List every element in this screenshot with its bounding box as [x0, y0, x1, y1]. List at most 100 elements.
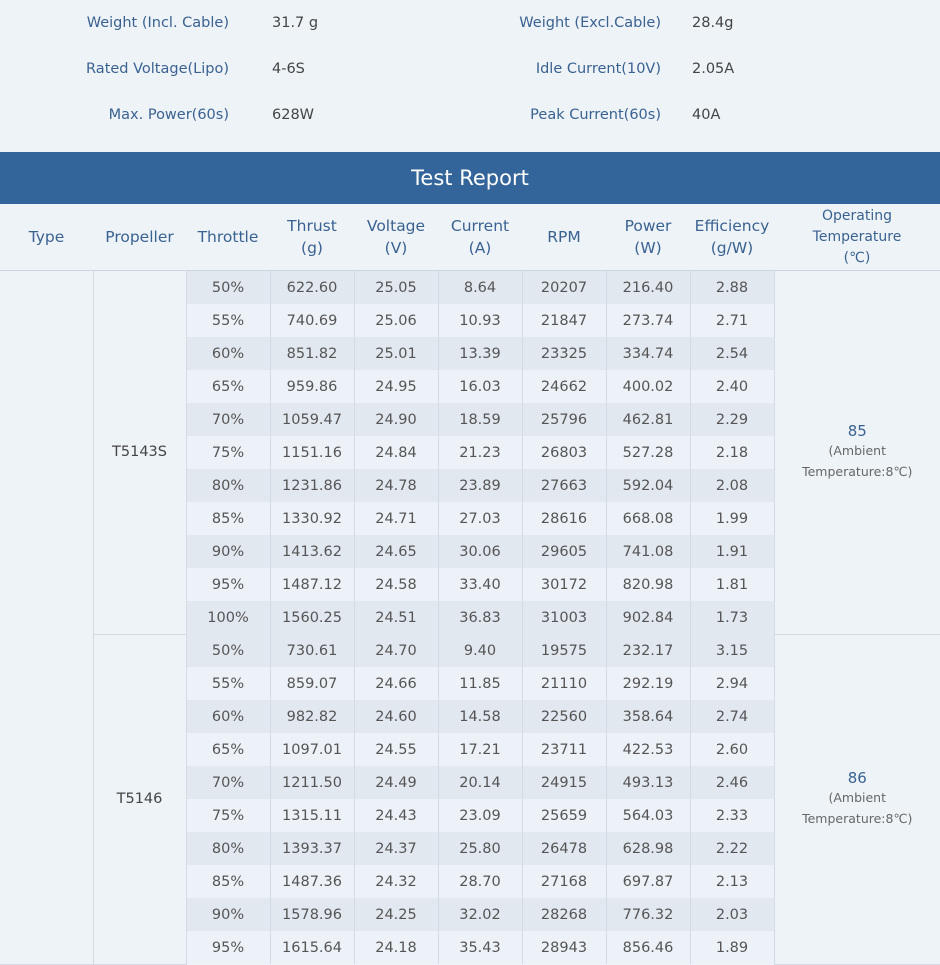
data-cell: 622.60	[270, 271, 354, 305]
data-cell: 25.06	[354, 304, 438, 337]
specs-section: Weight (Incl. Cable) 31.7 g Weight (Excl…	[0, 0, 940, 152]
data-cell: 11.85	[438, 667, 522, 700]
data-cell: 26478	[522, 832, 606, 865]
data-cell: 21.23	[438, 436, 522, 469]
data-cell: 776.32	[606, 898, 690, 931]
data-cell: 358.64	[606, 700, 690, 733]
data-cell: 18.59	[438, 403, 522, 436]
data-cell: 2.18	[690, 436, 774, 469]
data-cell: 16.03	[438, 370, 522, 403]
data-cell: 400.02	[606, 370, 690, 403]
data-cell: 50%	[186, 271, 270, 305]
header-text: Current	[451, 217, 509, 235]
data-cell: 2.29	[690, 403, 774, 436]
data-cell: 65%	[186, 370, 270, 403]
data-cell: 80%	[186, 832, 270, 865]
data-cell: 902.84	[606, 601, 690, 634]
data-cell: 60%	[186, 700, 270, 733]
spec-label: Weight (Incl. Cable)	[87, 15, 229, 31]
data-cell: 2.40	[690, 370, 774, 403]
header-text: Temperature	[813, 229, 902, 245]
data-cell: 17.21	[438, 733, 522, 766]
data-cell: 1315.11	[270, 799, 354, 832]
spec-value: 40A	[692, 107, 720, 123]
data-cell: 90%	[186, 898, 270, 931]
data-cell: 24.66	[354, 667, 438, 700]
spec-label: Rated Voltage(Lipo)	[86, 61, 229, 77]
data-cell: 462.81	[606, 403, 690, 436]
header-type: Type	[0, 204, 93, 271]
ambient-note: Temperature:8℃)	[775, 461, 940, 482]
data-cell: 24.90	[354, 403, 438, 436]
data-cell: 741.08	[606, 535, 690, 568]
data-cell: 2.33	[690, 799, 774, 832]
data-cell: 25659	[522, 799, 606, 832]
data-cell: 23325	[522, 337, 606, 370]
data-cell: 24.32	[354, 865, 438, 898]
data-cell: 24.18	[354, 931, 438, 964]
test-report-table: Type Propeller Throttle Thrust(g) Voltag…	[0, 204, 940, 965]
data-cell: 25796	[522, 403, 606, 436]
data-cell: 24.95	[354, 370, 438, 403]
data-cell: 730.61	[270, 634, 354, 667]
data-cell: 2.13	[690, 865, 774, 898]
data-cell: 35.43	[438, 931, 522, 964]
data-cell: 75%	[186, 799, 270, 832]
data-cell: 232.17	[606, 634, 690, 667]
data-cell: 24.58	[354, 568, 438, 601]
data-cell: 1.89	[690, 931, 774, 964]
data-cell: 28943	[522, 931, 606, 964]
data-cell: 65%	[186, 733, 270, 766]
data-cell: 1578.96	[270, 898, 354, 931]
type-cell	[0, 271, 93, 965]
data-cell: 27663	[522, 469, 606, 502]
spec-value: 2.05A	[692, 61, 734, 77]
data-cell: 1151.16	[270, 436, 354, 469]
data-cell: 30172	[522, 568, 606, 601]
header-throttle: Throttle	[186, 204, 270, 271]
data-cell: 2.88	[690, 271, 774, 305]
data-cell: 28.70	[438, 865, 522, 898]
data-cell: 50%	[186, 634, 270, 667]
header-text: Power	[625, 217, 672, 235]
data-cell: 334.74	[606, 337, 690, 370]
data-cell: 740.69	[270, 304, 354, 337]
data-cell: 1211.50	[270, 766, 354, 799]
data-cell: 1393.37	[270, 832, 354, 865]
data-cell: 1059.47	[270, 403, 354, 436]
header-rpm: RPM	[522, 204, 606, 271]
data-cell: 292.19	[606, 667, 690, 700]
data-cell: 32.02	[438, 898, 522, 931]
spec-row: Rated Voltage(Lipo) 4-6S Idle Current(10…	[0, 61, 940, 81]
data-cell: 55%	[186, 304, 270, 337]
data-cell: 1413.62	[270, 535, 354, 568]
spec-value: 31.7 g	[272, 15, 318, 31]
data-cell: 697.87	[606, 865, 690, 898]
data-cell: 2.22	[690, 832, 774, 865]
data-cell: 2.74	[690, 700, 774, 733]
spec-label: Max. Power(60s)	[109, 107, 229, 123]
data-cell: 24.49	[354, 766, 438, 799]
data-cell: 24.43	[354, 799, 438, 832]
data-cell: 2.03	[690, 898, 774, 931]
data-cell: 628.98	[606, 832, 690, 865]
temperature-value: 86	[775, 769, 940, 787]
data-cell: 2.60	[690, 733, 774, 766]
data-cell: 8.64	[438, 271, 522, 305]
header-efficiency: Efficiency(g/W)	[690, 204, 774, 271]
data-cell: 3.15	[690, 634, 774, 667]
data-cell: 24.25	[354, 898, 438, 931]
data-cell: 28268	[522, 898, 606, 931]
data-cell: 592.04	[606, 469, 690, 502]
data-cell: 1487.12	[270, 568, 354, 601]
temperature-value: 85	[775, 422, 940, 440]
data-cell: 20.14	[438, 766, 522, 799]
data-cell: 820.98	[606, 568, 690, 601]
data-cell: 60%	[186, 337, 270, 370]
header-row: Type Propeller Throttle Thrust(g) Voltag…	[0, 204, 940, 271]
data-cell: 21110	[522, 667, 606, 700]
data-cell: 24662	[522, 370, 606, 403]
